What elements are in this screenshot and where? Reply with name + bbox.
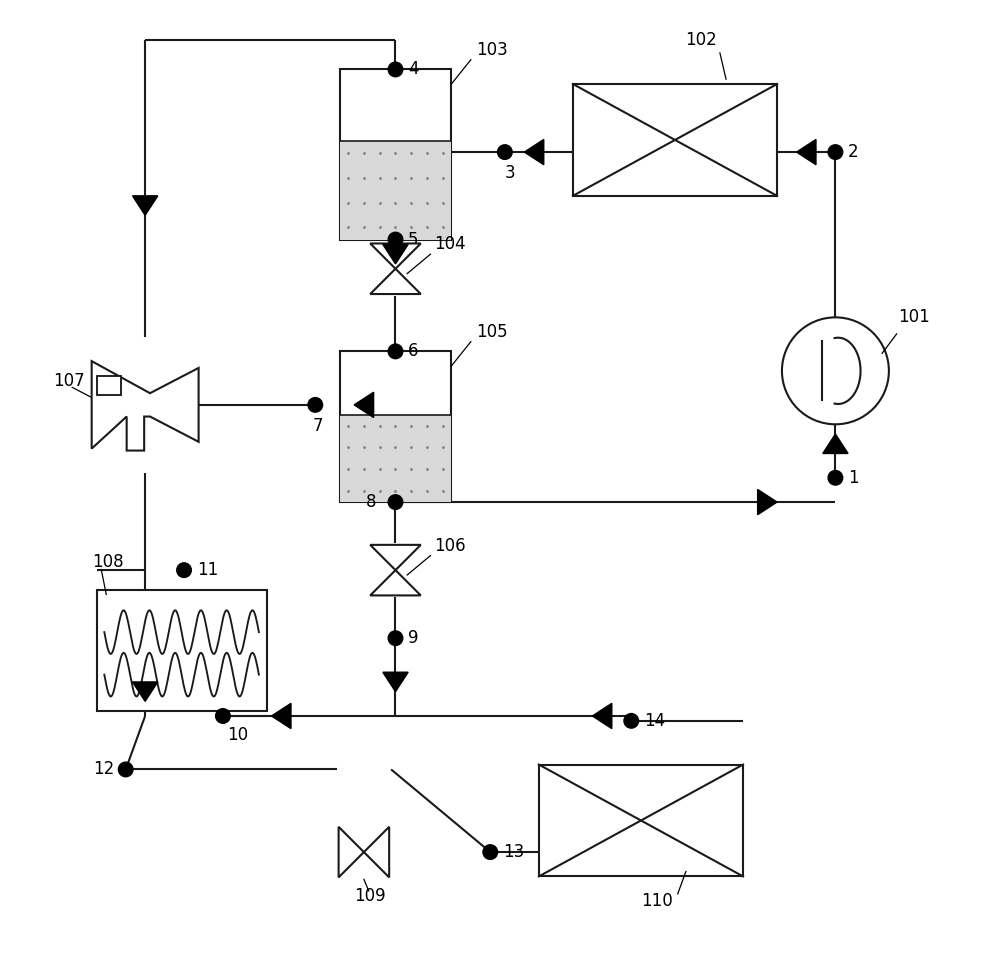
Bar (539, 764, 743, 877)
Bar (97, 375, 121, 395)
Bar (340, 414, 451, 502)
Text: 3: 3 (505, 165, 515, 182)
Text: 9: 9 (408, 629, 419, 647)
Polygon shape (339, 827, 364, 878)
Bar (340, 141, 451, 240)
Bar (340, 351, 451, 502)
Text: 12: 12 (94, 760, 115, 778)
Bar (573, 84, 777, 196)
Circle shape (782, 317, 889, 424)
Polygon shape (370, 570, 421, 596)
Text: 1: 1 (848, 469, 859, 487)
Text: 11: 11 (197, 562, 218, 579)
Text: 107: 107 (53, 371, 84, 390)
Text: 103: 103 (476, 41, 507, 59)
Polygon shape (383, 672, 408, 691)
Text: 6: 6 (408, 342, 419, 361)
Text: 8: 8 (366, 493, 377, 511)
Text: 101: 101 (899, 308, 930, 327)
Circle shape (483, 844, 498, 859)
Circle shape (828, 145, 843, 159)
Circle shape (624, 714, 639, 728)
Bar (97, 590, 267, 711)
Polygon shape (133, 682, 158, 701)
Bar (340, 69, 451, 240)
Text: 14: 14 (644, 712, 665, 730)
Polygon shape (592, 703, 612, 728)
Polygon shape (370, 244, 421, 269)
Polygon shape (797, 139, 816, 165)
Polygon shape (370, 545, 421, 570)
Text: 108: 108 (92, 554, 123, 571)
Circle shape (388, 344, 403, 359)
Circle shape (828, 471, 843, 486)
Circle shape (388, 631, 403, 645)
Circle shape (388, 232, 403, 247)
Text: 110: 110 (641, 892, 673, 910)
Text: 5: 5 (408, 230, 419, 249)
Polygon shape (524, 139, 544, 165)
Text: 7: 7 (312, 417, 323, 435)
Polygon shape (133, 196, 158, 215)
Circle shape (177, 563, 191, 577)
Polygon shape (364, 827, 389, 878)
Polygon shape (92, 361, 199, 450)
Circle shape (118, 762, 133, 777)
Polygon shape (354, 392, 374, 417)
Text: 106: 106 (434, 537, 466, 555)
Polygon shape (370, 269, 421, 294)
Text: 4: 4 (408, 60, 419, 78)
Circle shape (216, 709, 230, 723)
Polygon shape (823, 434, 848, 453)
Circle shape (308, 398, 323, 412)
Polygon shape (383, 245, 408, 264)
Circle shape (388, 494, 403, 509)
Text: 102: 102 (685, 31, 717, 50)
Text: 13: 13 (503, 843, 524, 861)
Text: 2: 2 (848, 143, 859, 161)
Text: 104: 104 (434, 235, 466, 254)
Text: 10: 10 (227, 726, 248, 745)
Circle shape (388, 62, 403, 77)
Text: 109: 109 (354, 887, 386, 905)
Polygon shape (758, 489, 777, 515)
Circle shape (498, 145, 512, 159)
Polygon shape (272, 703, 291, 728)
Text: 105: 105 (476, 323, 507, 341)
